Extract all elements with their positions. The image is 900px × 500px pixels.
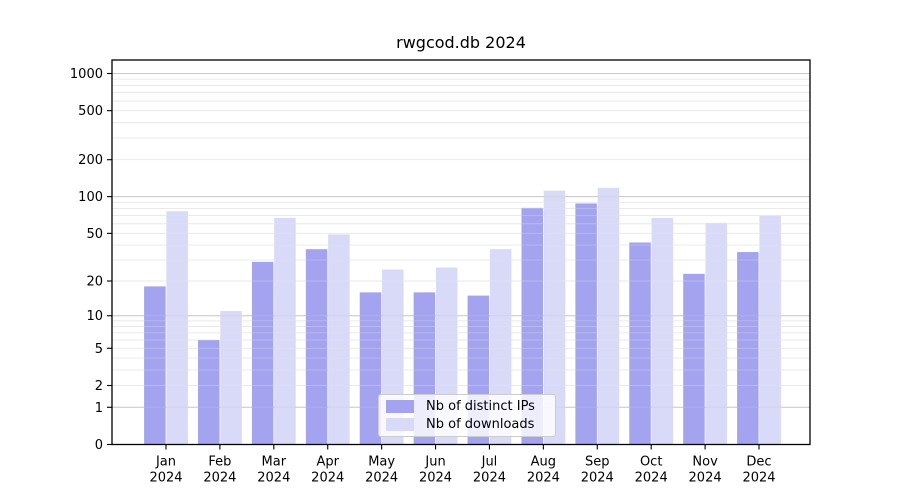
bar-nb-of-downloads-apr: [328, 234, 350, 445]
x-tick-label-month: May: [368, 455, 395, 470]
x-tick-label-year: 2024: [635, 471, 668, 486]
x-tick-label-month: Jul: [481, 455, 498, 470]
bars: [144, 187, 781, 445]
bar-nb-of-downloads-sep: [597, 187, 620, 445]
x-tick-label-year: 2024: [311, 471, 344, 486]
bar-nb-of-downloads-aug: [543, 190, 566, 445]
x-tick-label-month: Apr: [316, 455, 339, 470]
x-tick-label-year: 2024: [581, 471, 614, 486]
gridlines-under: [112, 72, 810, 408]
x-tick-label-year: 2024: [473, 471, 506, 486]
legend-row-downloads: Nb of downloads: [386, 417, 555, 432]
x-tick-label-month: Mar: [262, 455, 287, 470]
bar-nb-of-downloads-dec: [759, 215, 781, 445]
bar-nb-of-distinct-ips-aug: [521, 207, 543, 445]
x-tick-label-month: Sep: [585, 455, 610, 470]
bar-nb-of-distinct-ips-dec: [737, 252, 759, 445]
axis-labels: 01251020501002005001000Jan2024Feb2024Mar…: [70, 67, 776, 486]
legend-swatch-distinct-ips: [386, 400, 414, 413]
bar-nb-of-distinct-ips-mar: [251, 261, 274, 445]
bar-nb-of-distinct-ips-feb: [198, 340, 220, 445]
y-tick-label: 1: [95, 401, 103, 416]
y-tick-label: 2: [95, 379, 103, 394]
x-tick-label-month: Jan: [155, 455, 176, 470]
plot-frame: [111, 59, 811, 446]
x-tick-label-month: Nov: [692, 455, 718, 470]
x-tick-label-year: 2024: [203, 471, 236, 486]
axes: [107, 59, 811, 450]
x-tick-label-year: 2024: [742, 471, 775, 486]
y-tick-label: 0: [95, 438, 103, 453]
y-tick-label: 1000: [70, 67, 103, 82]
y-tick-label: 50: [86, 227, 103, 242]
x-tick-label-year: 2024: [689, 471, 722, 486]
gridlines-over: [112, 72, 810, 408]
legend-swatch-downloads: [386, 418, 414, 431]
x-tick-label-month: Aug: [531, 455, 556, 470]
x-tick-label-month: Dec: [746, 455, 771, 470]
y-tick-label: 500: [78, 104, 103, 119]
x-tick-label-month: Oct: [640, 455, 662, 470]
x-tick-label-year: 2024: [419, 471, 452, 486]
bar-nb-of-distinct-ips-apr: [305, 249, 328, 445]
x-tick-label-month: Feb: [208, 455, 231, 470]
x-tick-label-year: 2024: [527, 471, 560, 486]
bar-nb-of-downloads-mar: [274, 217, 296, 445]
chart-title: rwgcod.db 2024: [396, 33, 526, 52]
bar-nb-of-downloads-nov: [705, 222, 727, 445]
legend: Nb of distinct IPs Nb of downloads: [378, 394, 556, 437]
y-tick-label: 200: [78, 153, 103, 168]
y-tick-label: 5: [95, 342, 103, 357]
bar-nb-of-downloads-oct: [651, 217, 674, 445]
x-tick-label-month: Jun: [424, 455, 445, 470]
legend-label-downloads: Nb of downloads: [426, 417, 535, 432]
y-tick-label: 10: [86, 309, 103, 324]
y-tick-label: 100: [78, 190, 103, 205]
bar-nb-of-distinct-ips-jan: [144, 286, 166, 445]
bar-nb-of-distinct-ips-oct: [629, 242, 651, 445]
legend-row-distinct-ips: Nb of distinct IPs: [386, 399, 555, 414]
x-tick-label-year: 2024: [149, 471, 182, 486]
y-tick-label: 20: [86, 275, 103, 290]
x-tick-label-year: 2024: [257, 471, 290, 486]
bar-nb-of-downloads-jan: [166, 211, 188, 445]
legend-label-distinct-ips: Nb of distinct IPs: [426, 399, 535, 414]
x-tick-label-year: 2024: [365, 471, 398, 486]
bar-nb-of-distinct-ips-nov: [683, 273, 705, 445]
bar-nb-of-downloads-feb: [220, 311, 242, 445]
bar-nb-of-distinct-ips-sep: [575, 203, 597, 445]
bar-nb-of-distinct-ips-may: [359, 292, 382, 445]
